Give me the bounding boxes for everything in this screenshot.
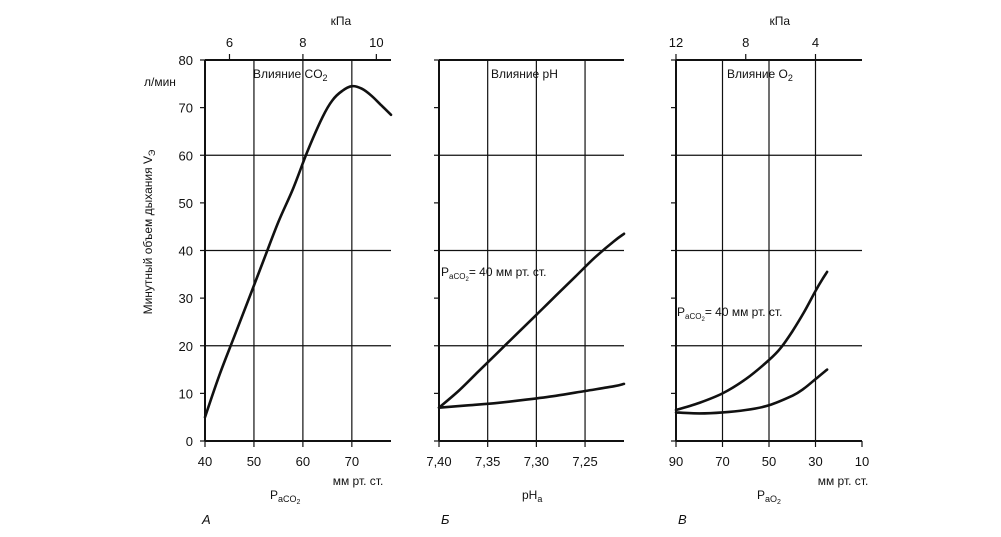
series-annotation: PaCO2= 40 мм рт. ст. bbox=[677, 305, 782, 323]
series-line-1 bbox=[203, 84, 393, 419]
x-tick-label: 7,25 bbox=[572, 454, 597, 469]
annotation-rest: = 40 мм рт. ст. bbox=[469, 265, 547, 279]
x-tick-label: 30 bbox=[808, 454, 822, 469]
panel-title-sub: 2 bbox=[323, 73, 328, 83]
x-axis-label-sub: aO bbox=[765, 494, 777, 504]
x-tick-label: 70 bbox=[715, 454, 729, 469]
x-axis-label-subsub: 2 bbox=[297, 499, 301, 506]
top-tick-label: 8 bbox=[299, 35, 306, 50]
x-tick-label: 70 bbox=[345, 454, 359, 469]
x-axis-label-main: pH bbox=[522, 488, 537, 502]
y-tick-label: 40 bbox=[179, 244, 193, 259]
series-line-1 bbox=[437, 232, 626, 409]
y-tick-label: 60 bbox=[179, 148, 193, 163]
series-line-2 bbox=[674, 368, 829, 415]
x-axis-label-main: P bbox=[757, 488, 765, 502]
top-tick-label: 12 bbox=[669, 35, 683, 50]
x-axis-label-sub: aCO bbox=[278, 494, 297, 504]
x-axis-label: PaCO2 bbox=[270, 488, 301, 506]
top-tick-label: 6 bbox=[226, 35, 233, 50]
x-tick-label: 7,40 bbox=[426, 454, 451, 469]
panel-title-sub: 2 bbox=[788, 73, 793, 83]
y-axis-title: Минутный объем дыхания VЭ bbox=[141, 149, 157, 314]
panel-title-main: Влияние pH bbox=[491, 67, 558, 81]
x-tick-label: 10 bbox=[855, 454, 869, 469]
x-tick-label: 60 bbox=[296, 454, 310, 469]
y-tick-label: 10 bbox=[179, 386, 193, 401]
annotation-sub: aCO bbox=[449, 272, 465, 281]
x-tick-label: 90 bbox=[669, 454, 683, 469]
x-tick-label: 50 bbox=[247, 454, 261, 469]
y-tick-labels: 0 10 20 30 40 50 60 70 80 bbox=[179, 53, 193, 449]
x-axis-label-sub: a bbox=[537, 494, 542, 504]
x-tick-label: 40 bbox=[198, 454, 212, 469]
top-axis-unit: кПа bbox=[331, 14, 352, 28]
y-tick-label: 70 bbox=[179, 101, 193, 116]
panel-letter: А bbox=[201, 512, 211, 527]
panel-title: Влияние CO2 bbox=[253, 67, 328, 83]
panel-title: Влияние O2 bbox=[727, 67, 793, 83]
series-annotation: PaCO2= 40 мм рт. ст. bbox=[441, 265, 546, 283]
annotation-rest: = 40 мм рт. ст. bbox=[705, 305, 783, 319]
annotation-subsub: 2 bbox=[701, 317, 705, 323]
x-axis-unit: мм рт. ст. bbox=[818, 474, 869, 488]
y-tick-label: 50 bbox=[179, 196, 193, 211]
x-axis-label: pHa bbox=[522, 488, 542, 504]
x-axis-label: PaO2 bbox=[757, 488, 781, 506]
panel-b: 7,40 7,35 7,30 7,25 Влияние pH pHa Б PaCO2= 40 … bbox=[426, 59, 626, 527]
y-tick-label: 0 bbox=[186, 434, 193, 449]
series-line-2 bbox=[437, 382, 626, 409]
y-axis-title-main: Минутный объем дыхания V bbox=[141, 156, 155, 314]
top-tick-label: 8 bbox=[742, 35, 749, 50]
panel-letter: Б bbox=[441, 512, 450, 527]
panel-title-main: Влияние O bbox=[727, 67, 788, 81]
x-tick-label: 7,30 bbox=[524, 454, 549, 469]
top-tick-label: 4 bbox=[812, 35, 819, 50]
annotation-main: P bbox=[677, 305, 685, 319]
y-tick-label: 80 bbox=[179, 53, 193, 68]
x-tick-label: 50 bbox=[762, 454, 776, 469]
top-axis-unit: кПа bbox=[769, 14, 790, 28]
series-line-1 bbox=[674, 270, 829, 412]
x-axis-label-subsub: 2 bbox=[777, 499, 781, 506]
annotation-subsub: 2 bbox=[465, 277, 469, 283]
x-axis-label-main: P bbox=[270, 488, 278, 502]
y-tick-label: 20 bbox=[179, 339, 193, 354]
x-tick-label: 7,35 bbox=[475, 454, 500, 469]
panel-title: Влияние pH bbox=[491, 67, 558, 81]
y-axis-unit: л/мин bbox=[144, 75, 176, 89]
top-tick-label: 10 bbox=[369, 35, 383, 50]
x-axis-unit: мм рт. ст. bbox=[333, 474, 384, 488]
y-tick-label: 30 bbox=[179, 291, 193, 306]
annotation-sub: aCO bbox=[685, 312, 701, 321]
annotation-main: P bbox=[441, 265, 449, 279]
y-axis-title-sub: Э bbox=[147, 149, 157, 156]
panel-title-main: Влияние CO bbox=[253, 67, 323, 81]
panel-letter: В bbox=[678, 512, 687, 527]
